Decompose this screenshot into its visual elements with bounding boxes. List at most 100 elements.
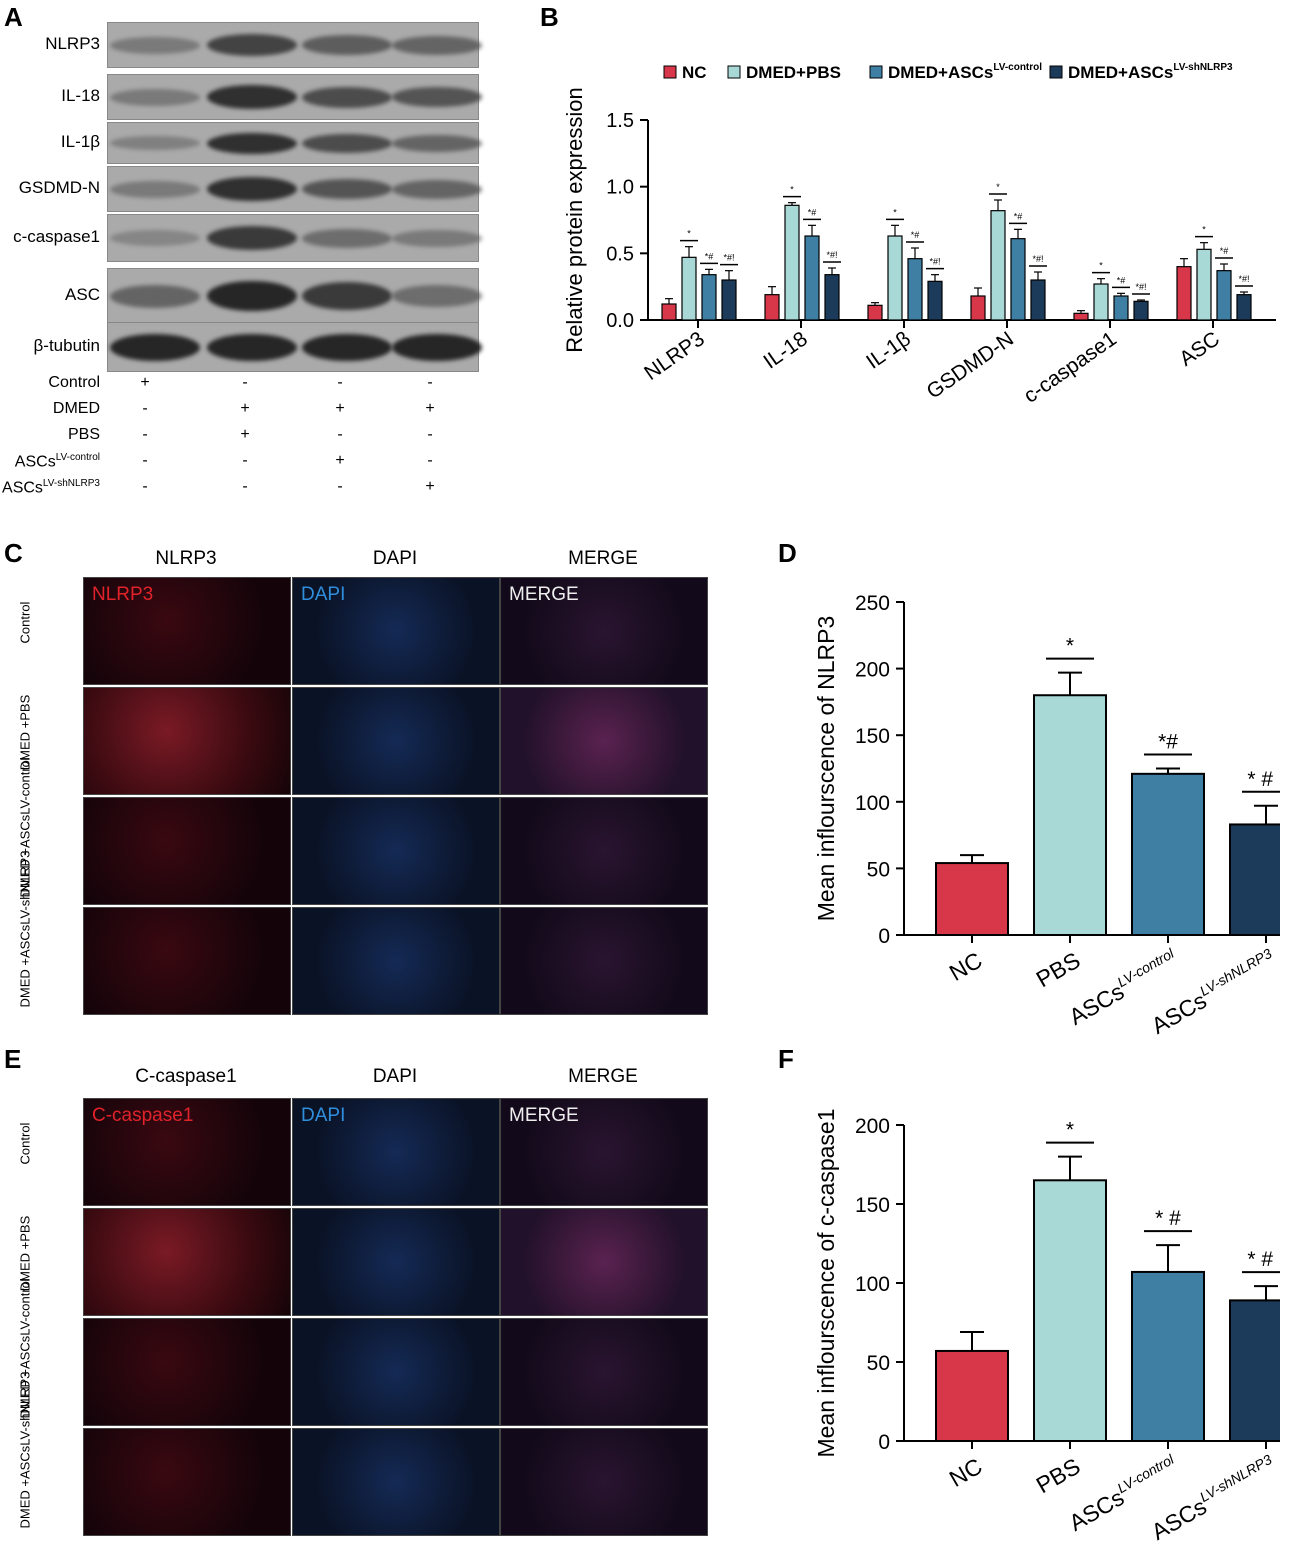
x-tick-label-2: PBS <box>1032 947 1085 993</box>
micrograph-nlrp3-row1: NLRP3 <box>83 577 291 685</box>
bar-dmed-ascslv-control-nlrp3 <box>701 274 717 321</box>
significance-label: *# <box>1158 731 1178 754</box>
significance-label: * <box>1202 225 1206 235</box>
bar-nc <box>935 862 1009 936</box>
blot-band <box>302 179 392 199</box>
y-tick-label: 1.0 <box>606 177 634 199</box>
micrograph-overlay-label: MERGE <box>509 1105 579 1126</box>
condition-name: ASCs <box>14 453 56 471</box>
significance-label: *# <box>808 207 817 217</box>
significance-label: *# <box>1014 211 1023 221</box>
micrograph-merge-row2 <box>500 687 708 795</box>
y-tick-label: 150 <box>855 725 890 748</box>
micrograph-merge-row3 <box>500 797 708 905</box>
blot-band <box>392 285 482 307</box>
condition-label-3: PBS <box>0 426 100 444</box>
blot-band <box>302 35 392 55</box>
legend-label-4: DMED+ASCsLV-shNLRP3 <box>1068 62 1233 82</box>
condition-name: ASCs <box>2 479 43 497</box>
bar-ascslv-shnlrp3 <box>1229 1299 1280 1442</box>
bar-dmed-pbs-nlrp3 <box>681 256 697 321</box>
blot-band <box>392 35 482 55</box>
bar-ascslv-control <box>1131 772 1205 936</box>
bar-dmed-pbs-il-1 <box>887 235 903 321</box>
bar-dmed-ascslv-shnlrp3-asc <box>1236 294 1252 321</box>
condition-mark: - <box>337 374 343 391</box>
micrograph-overlay-label: C-caspase1 <box>92 1105 194 1126</box>
micrograph-c-caspase1-row4 <box>83 1428 291 1536</box>
blot-label-asc: ASC <box>65 285 100 304</box>
y-axis-title: Mean inflourscence of c-caspase1 <box>813 1108 839 1457</box>
blot-band <box>110 333 200 361</box>
bar-dmed-ascslv-control-il-1 <box>907 258 923 321</box>
blot-label-gsdmd-n: GSDMD-N <box>18 178 100 197</box>
micrograph-merge-row1: MERGE <box>500 1098 708 1206</box>
micrograph-dapi-row1: DAPI <box>292 577 500 685</box>
x-tick-label-asc: ASC <box>1175 327 1224 371</box>
bar-dmed-pbs-c-caspase1 <box>1093 283 1109 321</box>
micrograph-merge-row1: MERGE <box>500 577 708 685</box>
blot-label-tubutin: β-tubutin <box>33 336 100 355</box>
condition-mark: - <box>142 400 148 417</box>
condition-name: Control <box>48 374 100 391</box>
legend-swatch <box>663 65 677 79</box>
significance-label: * <box>1066 1119 1074 1142</box>
y-tick-label: 100 <box>855 1273 890 1296</box>
condition-superscript: LV-control <box>55 452 100 463</box>
micrograph-dapi-row2 <box>292 687 500 795</box>
significance-label: * # ! <box>1247 1248 1280 1271</box>
blot-label-c-caspase1: c-caspase1 <box>13 227 100 246</box>
bar-nc-gsdmd-n <box>970 295 986 321</box>
blot-band <box>392 179 482 199</box>
significance-label: * # ! <box>1247 768 1280 791</box>
panel-letter-d: D <box>778 538 797 568</box>
legend-label-3: DMED+ASCsLV-control <box>888 62 1042 82</box>
panel-letter-b: B <box>540 2 559 32</box>
micrograph-overlay-label: MERGE <box>509 584 579 605</box>
y-tick-label: 100 <box>855 792 890 815</box>
y-tick-label: 50 <box>867 858 890 881</box>
x-tick-superscript: LV-shNLRP3 <box>1197 1451 1275 1505</box>
significance-label: *#! <box>826 250 837 260</box>
blot-strip-tubutin <box>107 322 482 372</box>
blot-label-nlrp3: NLRP3 <box>45 34 100 53</box>
bar-pbs <box>1033 694 1107 936</box>
y-tick-label: 250 <box>855 592 890 615</box>
condition-label-5: ASCsLV-shNLRP3 <box>0 478 100 497</box>
y-tick-label: 0.5 <box>606 243 634 265</box>
micrograph-dapi-row3 <box>292 1318 500 1426</box>
y-tick-label: 50 <box>867 1352 890 1375</box>
x-tick-label-il-18: IL-18 <box>759 327 811 373</box>
micrograph-c-caspase1-row3 <box>83 1318 291 1426</box>
panel-letter-f: F <box>778 1044 794 1074</box>
significance-label: *#! <box>723 253 734 263</box>
column-header-dapi: DAPI <box>372 1066 418 1087</box>
bar-dmed-pbs-il-18 <box>784 204 800 321</box>
micrograph-overlay-label: DAPI <box>301 1105 346 1126</box>
blot-strip-gsdmd-n <box>107 166 482 212</box>
blot-band <box>110 88 200 106</box>
legend-label-1: NC <box>682 63 707 82</box>
blot-band <box>110 230 200 246</box>
blot-strip-nlrp3 <box>107 22 482 68</box>
blot-strip-il-1 <box>107 122 482 164</box>
condition-mark: + <box>425 400 435 417</box>
column-header-c-caspase1: C-caspase1 <box>135 1066 237 1087</box>
blot-band <box>110 284 200 308</box>
condition-mark: - <box>142 478 148 495</box>
y-axis-title: Relative protein expression <box>562 87 587 352</box>
blot-band <box>302 282 392 310</box>
condition-mark: + <box>240 426 250 443</box>
blot-band <box>302 333 392 361</box>
condition-mark: - <box>142 426 148 443</box>
bar-ascslv-shnlrp3 <box>1229 823 1280 936</box>
condition-name: DMED <box>52 400 100 417</box>
micrograph-merge-row4 <box>500 907 708 1015</box>
micrograph-c-caspase1-row2 <box>83 1208 291 1316</box>
micrograph-merge-row4 <box>500 1428 708 1536</box>
significance-label: *# <box>1117 275 1126 285</box>
x-tick-label-gsdmd-n: GSDMD-N <box>922 327 1017 403</box>
legend-swatch <box>727 65 741 79</box>
legend-superscript: LV-shNLRP3 <box>1173 62 1233 73</box>
blot-band <box>302 228 392 248</box>
